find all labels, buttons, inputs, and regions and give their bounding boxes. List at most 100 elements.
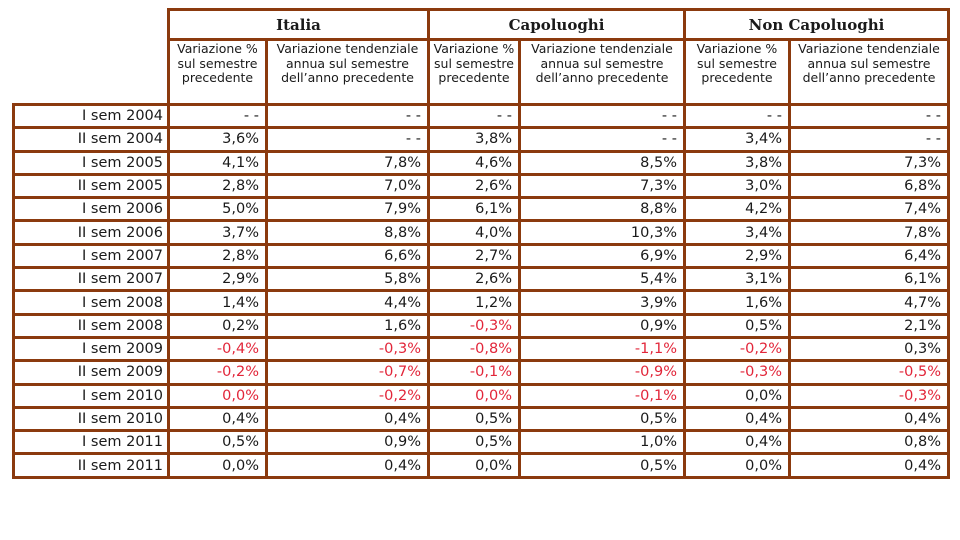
table-cell: 8,5% [518,149,686,176]
table-cell: 0,4% [167,405,268,433]
table-cell: 0,0% [427,452,521,479]
table-cell: - - [788,102,950,130]
table-cell: 2,1% [788,312,950,339]
table-cell: 6,8% [788,172,950,200]
table-cell: 4,2% [683,196,791,223]
table-cell: 0,4% [683,405,791,433]
row-label: II sem 2006 [12,219,170,246]
table-cell: 2,6% [427,172,521,200]
table-cell: - - [427,102,521,130]
table-cell: 5,4% [518,266,686,293]
subheader-var-sem: Variazione % sul semestre precedente [683,38,791,106]
table-cell: -0,1% [427,359,521,386]
table-cell: - - [518,126,686,153]
table-cell: 2,9% [167,266,268,293]
row-label: II sem 2005 [12,172,170,200]
row-label: I sem 2007 [12,242,170,270]
table-cell: 4,1% [167,149,268,176]
table-cell: 7,0% [265,172,430,200]
table-cell: 0,4% [265,452,430,479]
table-cell: 6,1% [427,196,521,223]
table-cell: 0,8% [788,429,950,456]
table-cell: -0,8% [427,335,521,363]
row-label: II sem 2008 [12,312,170,339]
table-row: I sem 2008 1,4% 4,4% 1,2% 3,9% 1,6% 4,7% [12,289,950,316]
table-cell: 0,4% [265,405,430,433]
table-cell: 3,8% [683,149,791,176]
table-cell: 1,2% [427,289,521,316]
table-cell: 2,6% [427,266,521,293]
table-cell: -0,5% [788,359,950,386]
table-cell: -0,2% [683,335,791,363]
table-row: II sem 2005 2,8% 7,0% 2,6% 7,3% 3,0% 6,8% [12,172,950,200]
table-cell: 1,6% [265,312,430,339]
table-row: I sem 2006 5,0% 7,9% 6,1% 8,8% 4,2% 7,4% [12,196,950,223]
row-label: II sem 2011 [12,452,170,479]
table-cell: 0,4% [683,429,791,456]
table-cell: 0,5% [683,312,791,339]
table-cell: 6,4% [788,242,950,270]
row-label: I sem 2005 [12,149,170,176]
table-cell: - - [683,102,791,130]
group-header-non-capoluoghi: Non Capoluoghi [683,8,950,41]
table-cell: -0,9% [518,359,686,386]
table-cell: - - [167,102,268,130]
table-cell: 7,3% [788,149,950,176]
table-cell: 7,3% [518,172,686,200]
table-cell: 4,4% [265,289,430,316]
table-cell: 3,0% [683,172,791,200]
table-cell: 1,4% [167,289,268,316]
table-cell: - - [788,126,950,153]
table-cell: 0,9% [518,312,686,339]
table-cell: -0,2% [265,382,430,409]
table-cell: 3,8% [427,126,521,153]
table-cell: -0,3% [788,382,950,409]
table-cell: -1,1% [518,335,686,363]
row-label: I sem 2008 [12,289,170,316]
table-row: I sem 2007 2,8% 6,6% 2,7% 6,9% 2,9% 6,4% [12,242,950,270]
table-cell: 0,0% [167,382,268,409]
table-cell: 0,2% [167,312,268,339]
table-cell: 2,7% [427,242,521,270]
subheader-var-sem: Variazione % sul semestre precedente [167,38,268,106]
table-cell: 7,8% [788,219,950,246]
table-row: I sem 2005 4,1% 7,8% 4,6% 8,5% 3,8% 7,3% [12,149,950,176]
table-cell: 3,1% [683,266,791,293]
table-cell: 0,9% [265,429,430,456]
table-cell: 3,4% [683,126,791,153]
group-header-italia: Italia [167,8,430,41]
table-cell: -0,7% [265,359,430,386]
table-row: I sem 2011 0,5% 0,9% 0,5% 1,0% 0,4% 0,8% [12,429,950,456]
subheader-var-tend: Variazione tendenziale annua sul semestr… [265,38,430,106]
table-cell: 2,9% [683,242,791,270]
table-cell: 0,5% [427,429,521,456]
table-body: I sem 2004- -- -- -- -- -- - II sem 2004 3… [12,102,950,479]
table-row: II sem 2011 0,0% 0,4% 0,0% 0,5% 0,0% 0,4% [12,452,950,479]
table-cell: -0,4% [167,335,268,363]
table-cell: 6,6% [265,242,430,270]
table-cell: 7,8% [265,149,430,176]
table-cell: 0,0% [167,452,268,479]
table-row: II sem 2010 0,4% 0,4% 0,5% 0,5% 0,4% 0,4% [12,405,950,433]
group-header-row: Italia Capoluoghi Non Capoluoghi [13,8,950,106]
table-row: II sem 2006 3,7% 8,8% 4,0% 10,3% 3,4% 7,8% [12,219,950,246]
group-header-capoluoghi: Capoluoghi [427,8,686,41]
table-cell: 0,5% [518,452,686,479]
table-cell: 5,8% [265,266,430,293]
subheader-row: Variazione % sul semestre precedente Var… [14,38,950,106]
table-cell: 0,0% [427,382,521,409]
table-cell: 0,0% [683,452,791,479]
table-cell: 8,8% [265,219,430,246]
subheader-var-tend: Variazione tendenziale annua sul semestr… [788,38,950,106]
table-cell: 3,7% [167,219,268,246]
table-row: I sem 2009 -0,4% -0,3% -0,8% -1,1% -0,2% 0,3% [12,335,950,363]
table-cell: -0,3% [265,335,430,363]
table-cell: - - [265,126,430,153]
table-row: II sem 2008 0,2% 1,6% -0,3% 0,9% 0,5% 2,1% [12,312,950,339]
table-cell: - - [518,102,686,130]
table-row: II sem 2009 -0,2% -0,7% -0,1% -0,9% -0,3% -0,5… [12,359,950,386]
table-row: I sem 2004- -- -- -- -- -- - [12,102,950,130]
table-cell: 1,0% [518,429,686,456]
table-cell: -0,3% [683,359,791,386]
table-cell: 0,5% [427,405,521,433]
